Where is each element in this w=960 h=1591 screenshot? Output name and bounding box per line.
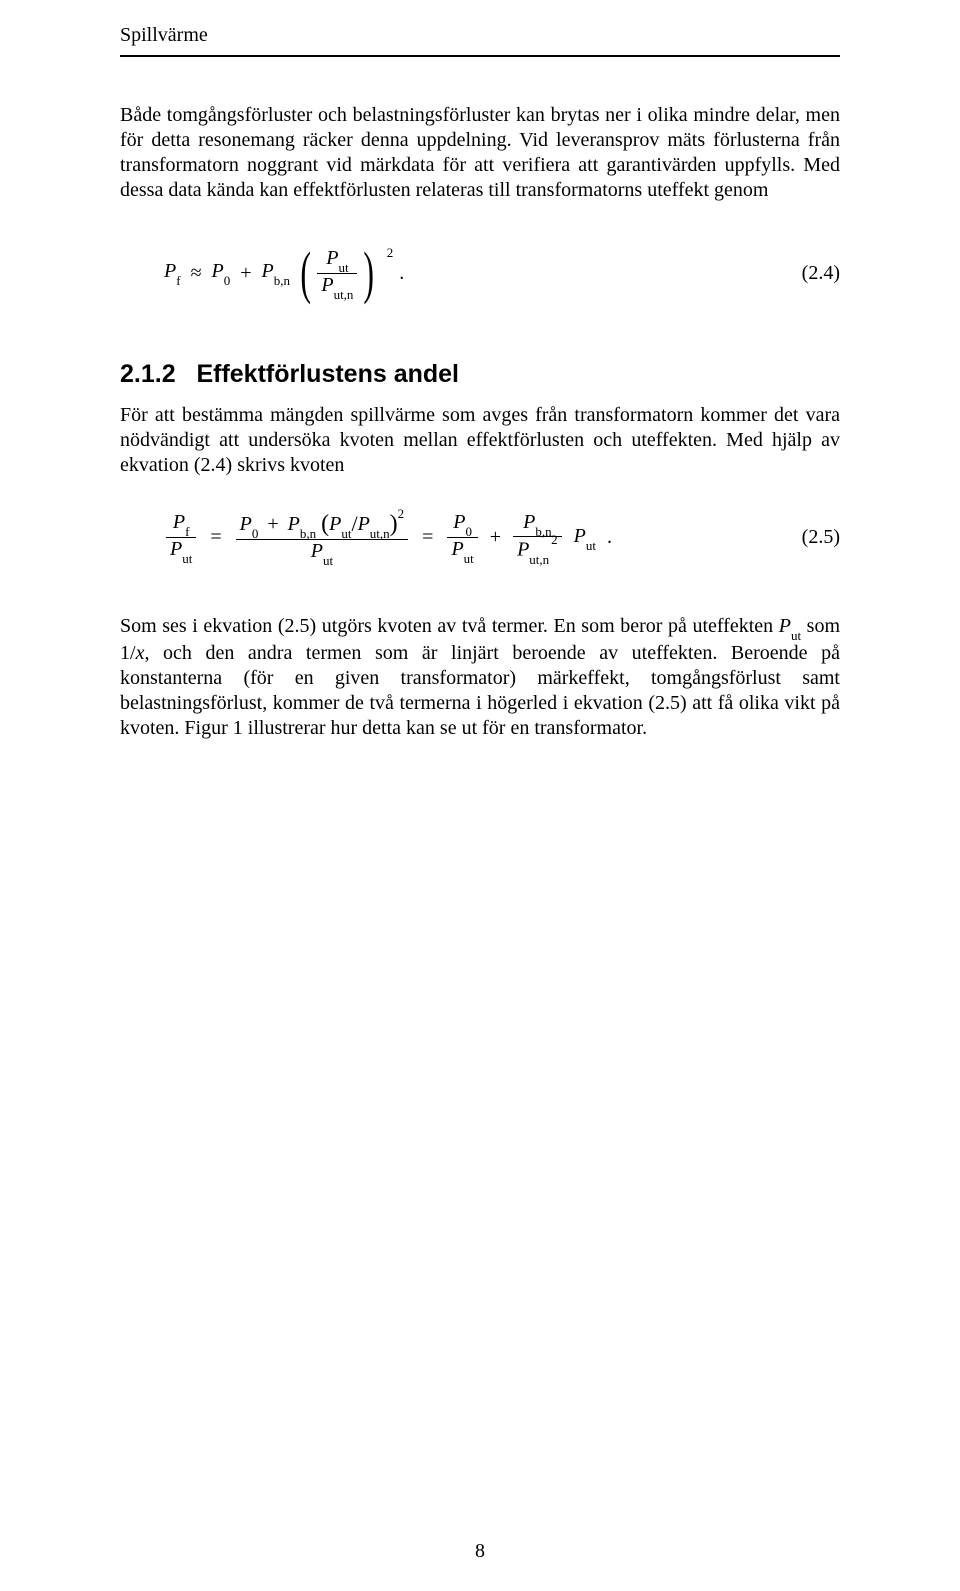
sym-eq1: =	[210, 526, 221, 549]
e25-den3-exp: 2	[551, 532, 558, 547]
left-paren: (	[300, 247, 311, 300]
e25-Pf-f: f	[185, 524, 189, 539]
frac-p0-put: P0 Put	[447, 511, 477, 564]
right-paren: )	[364, 247, 375, 300]
equation-2-4-number: (2.4)	[802, 262, 840, 285]
heading-number: 2.1.2	[120, 360, 176, 388]
sym-f: f	[176, 273, 180, 288]
e25-den1-P: P	[311, 540, 323, 562]
equation-2-5: Pf Put = P0 + Pb,n (Put/Put,n)2 Put = P0…	[120, 510, 840, 566]
e25-den2-P: P	[451, 538, 463, 560]
e25-trail-ut: ut	[586, 538, 596, 553]
e25-Pbn-P: P	[288, 513, 300, 535]
e25-exp2: 2	[398, 506, 405, 521]
e25-rparen: )	[390, 511, 398, 537]
e25-Put-P: P	[170, 538, 182, 560]
e25-period: .	[602, 526, 612, 549]
eq-period: .	[399, 262, 404, 285]
e25-den3-P: P	[517, 539, 529, 561]
frac-den-utn: ut,n	[334, 287, 354, 302]
e25-plus1: +	[267, 513, 278, 535]
e25-plus2: +	[490, 526, 501, 549]
e25-inUt: ut	[341, 526, 351, 541]
paragraph-2: För att bestämma mängden spillvärme som …	[120, 403, 840, 478]
equation-2-4: Pf ≈ P0 + Pb,n ( Put Put,n ) 2 . (2.4)	[120, 247, 840, 300]
sym-approx: ≈	[191, 262, 202, 285]
equation-2-4-body: Pf ≈ P0 + Pb,n ( Put Put,n ) 2 .	[120, 247, 404, 300]
p3-ut: ut	[791, 628, 801, 643]
p3-part-c: , och den andra termen som är linjärt be…	[120, 642, 840, 739]
paragraph-1: Både tomgångsförluster och belastningsfö…	[120, 103, 840, 203]
paren-group: ( Put Put,n )	[296, 247, 379, 300]
e25-Pbn2-bn: b,n	[535, 524, 551, 539]
p3-P: P	[779, 615, 791, 637]
sym-P0: P	[212, 260, 224, 282]
frac-pf-put: Pf Put	[166, 511, 196, 564]
sym-plus: +	[240, 262, 251, 285]
e25-P0b-0: 0	[465, 524, 472, 539]
frac-pbn-putn2: Pb,n Put,n2	[513, 511, 562, 566]
e25-inUtn: ut,n	[370, 526, 390, 541]
frac-put-putn: Put Put,n	[317, 247, 357, 300]
e25-P0b-P: P	[453, 511, 465, 533]
running-header: Spillvärme	[120, 24, 840, 47]
section-heading: 2.1.2 Effektförlustens andel	[120, 360, 840, 389]
frac-den-P: P	[321, 274, 333, 296]
e25-Pf-P: P	[173, 511, 185, 533]
e25-P0-P: P	[240, 513, 252, 535]
e25-Pbn2-P: P	[523, 511, 535, 533]
e25-inP2: P	[358, 513, 370, 535]
e25-P0-0: 0	[252, 526, 259, 541]
exponent-2: 2	[387, 245, 394, 261]
sym-P: P	[164, 260, 176, 282]
sym-eq2: =	[422, 526, 433, 549]
sym-Pbn: P	[262, 260, 274, 282]
e25-lparen: (	[321, 511, 329, 537]
e25-den1-ut: ut	[323, 553, 333, 568]
sym-0: 0	[224, 273, 231, 288]
equation-2-5-body: Pf Put = P0 + Pb,n (Put/Put,n)2 Put = P0…	[120, 510, 612, 566]
e25-trail-P: P	[574, 525, 586, 547]
sym-bn: b,n	[274, 273, 290, 288]
e25-den2-ut: ut	[464, 551, 474, 566]
page: Spillvärme Både tomgångsförluster och be…	[0, 0, 960, 1591]
frac-num-ut: ut	[338, 260, 348, 275]
e25-den3-utn: ut,n	[529, 552, 549, 567]
frac-big: P0 + Pb,n (Put/Put,n)2 Put	[236, 510, 409, 566]
header-rule	[120, 55, 840, 57]
heading-title: Effektförlustens andel	[196, 360, 459, 388]
page-number: 8	[0, 1540, 960, 1563]
paragraph-3: Som ses i ekvation (2.5) utgörs kvoten a…	[120, 614, 840, 741]
e25-Pbn-bn: b,n	[300, 526, 316, 541]
e25-Put-ut: ut	[182, 551, 192, 566]
p3-part-a: Som ses i ekvation (2.5) utgörs kvoten a…	[120, 615, 779, 637]
equation-2-5-number: (2.5)	[802, 526, 840, 549]
frac-num-P: P	[326, 247, 338, 269]
e25-inP1: P	[329, 513, 341, 535]
